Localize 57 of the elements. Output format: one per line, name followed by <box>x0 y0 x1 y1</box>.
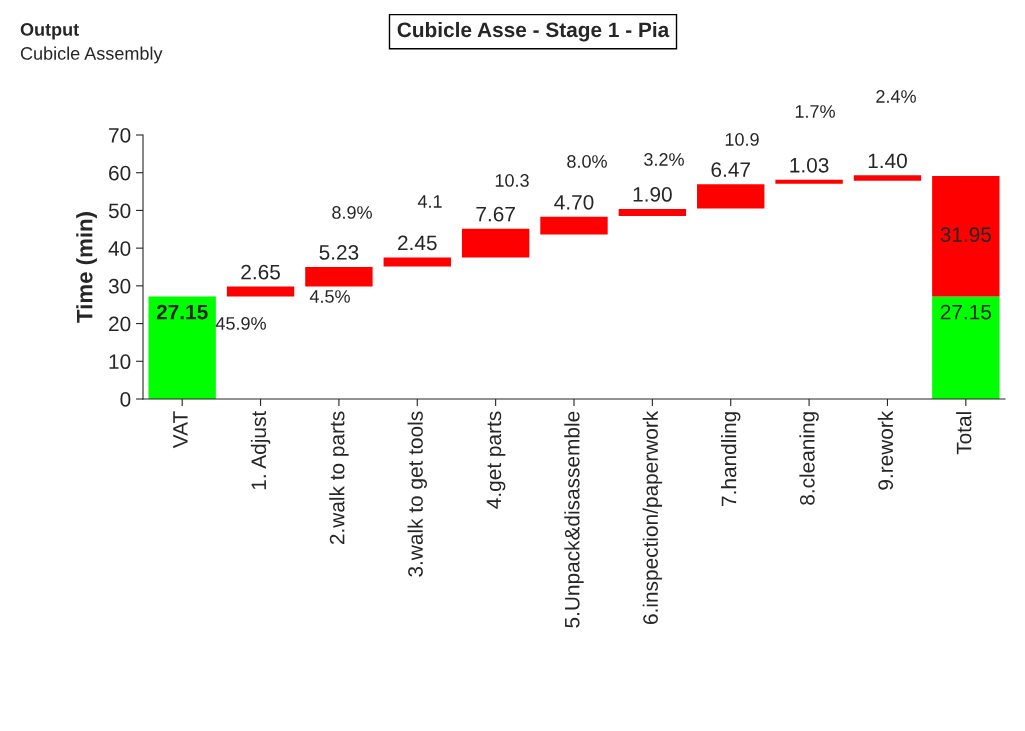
bar <box>853 175 922 181</box>
bar <box>226 286 295 297</box>
x-tick-label: VAT <box>173 411 188 449</box>
text: Cubicle Assembly <box>20 46 163 64</box>
annotation: 10.3 <box>495 174 529 187</box>
annotation: 3.2% <box>644 153 684 166</box>
data-label: 1.40 <box>868 153 907 169</box>
data-label: 7.67 <box>476 206 515 222</box>
data-label: 1.03 <box>790 157 829 173</box>
x-tick-label: 1. Adjust <box>250 410 271 490</box>
annotation: 4.5% <box>309 290 350 303</box>
y-tick-label: 70 <box>109 128 131 143</box>
data-label: 27.15 <box>156 304 208 320</box>
text: Output <box>20 23 79 40</box>
data-label: 31.95 <box>940 227 992 242</box>
x-tick-label: 5.Unpack&disassemble <box>564 411 584 628</box>
bar <box>697 184 765 209</box>
data-label: 27.15 <box>940 304 992 320</box>
data-label: 1.90 <box>633 187 672 202</box>
data-label: 4.70 <box>554 194 594 210</box>
bar <box>461 228 530 258</box>
x-tick-label: Total <box>956 412 972 455</box>
data-label: 2.45 <box>398 235 437 251</box>
y-tick-label: 60 <box>109 165 131 181</box>
y-tick-label: 40 <box>108 241 131 256</box>
x-tick-label: 6.inspection/paperwork <box>642 410 663 624</box>
y-tick-label: 0 <box>120 392 131 407</box>
bar <box>540 216 608 235</box>
data-label: 2.65 <box>241 264 280 280</box>
y-tick-label: 50 <box>108 203 131 219</box>
annotation: 10.9 <box>725 133 759 146</box>
bar <box>932 176 1000 297</box>
x-tick-label: 2.walk to parts <box>329 411 349 545</box>
text: 2.4% <box>876 90 916 103</box>
x-tick-label: 8.cleaning <box>799 412 819 505</box>
y-tick-label: 10 <box>109 354 131 370</box>
annotation: 4.1 <box>417 195 442 208</box>
annotation: 8.9% <box>332 206 372 219</box>
y-axis-title: Time (min) <box>76 212 97 323</box>
x-tick-label: 9.rework <box>877 410 894 490</box>
annotation: 45.9% <box>215 317 266 330</box>
y-tick-label: 30 <box>108 278 131 294</box>
y-tick-label: 20 <box>109 316 131 332</box>
data-label: 5.23 <box>319 245 359 260</box>
data-label: 6.47 <box>711 162 750 178</box>
x-tick-label: 4.get parts <box>486 411 506 509</box>
x-tick-label: 7.handling <box>721 412 741 506</box>
bar <box>775 179 843 184</box>
chart-title: Cubicle Asse - Stage 1 - Pia <box>397 21 670 42</box>
bar <box>148 296 216 399</box>
bar <box>305 266 373 287</box>
text: 1.7% <box>795 105 835 118</box>
x-tick-label: 3.walk to get tools <box>407 411 427 577</box>
annotation: 8.0% <box>567 155 607 168</box>
bar <box>932 296 1000 399</box>
bar <box>618 208 687 217</box>
bar <box>383 257 451 267</box>
